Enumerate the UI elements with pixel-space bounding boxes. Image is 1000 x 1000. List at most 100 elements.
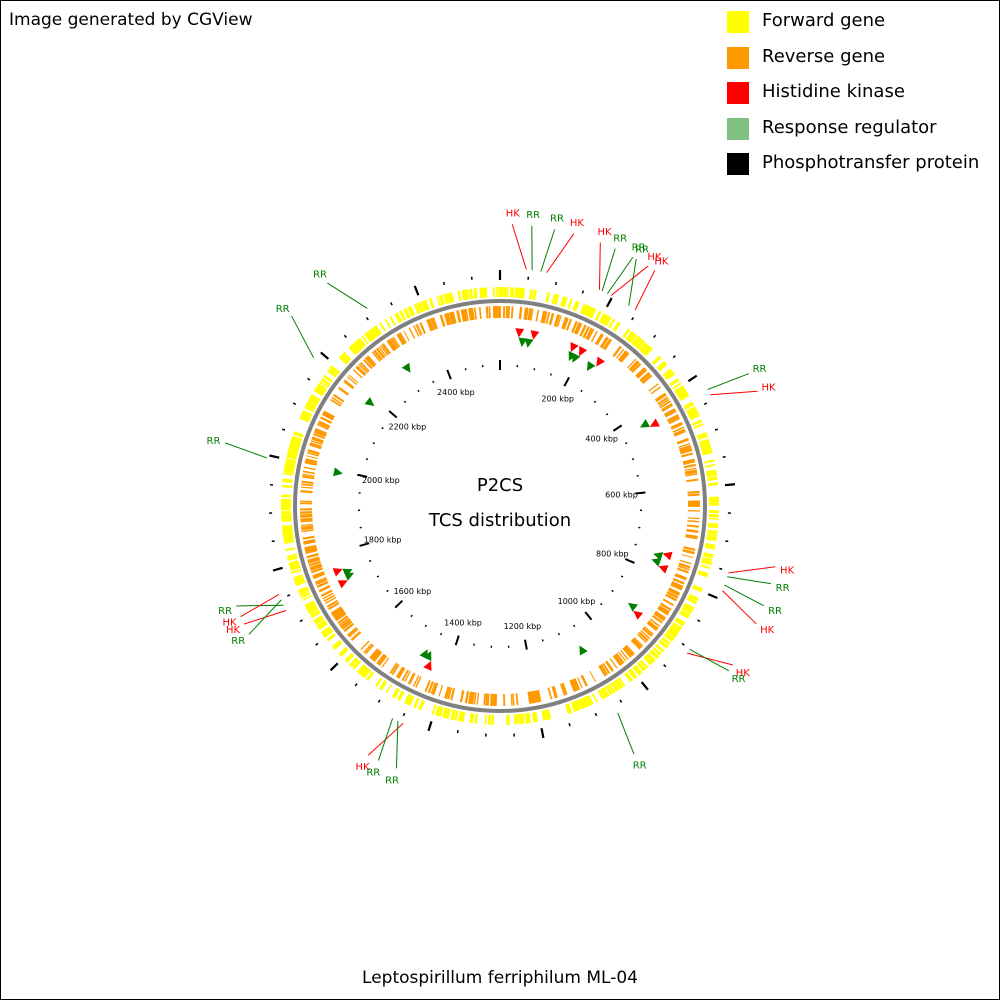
reverse-gene-mark xyxy=(303,540,316,545)
reverse-gene-mark xyxy=(322,412,334,420)
reverse-gene-mark xyxy=(365,357,375,368)
callout-line xyxy=(634,270,656,311)
reverse-gene-mark xyxy=(317,582,329,589)
reverse-gene-mark xyxy=(618,350,628,362)
reverse-gene-mark xyxy=(416,323,423,336)
reverse-gene-mark xyxy=(580,325,587,337)
reverse-gene-mark xyxy=(324,596,337,605)
forward-gene-mark xyxy=(389,316,397,326)
outer-tick xyxy=(307,377,311,381)
reverse-gene-mark xyxy=(654,392,666,401)
reverse-gene-mark xyxy=(639,371,651,382)
forward-gene-mark xyxy=(459,711,464,722)
reverse-gene-mark xyxy=(534,690,539,703)
forward-gene-mark xyxy=(652,647,662,656)
reverse-gene-mark xyxy=(681,554,694,559)
forward-gene-mark xyxy=(404,693,411,704)
forward-gene-mark xyxy=(348,346,358,356)
reverse-gene-mark xyxy=(687,517,700,520)
reverse-gene-mark xyxy=(300,486,313,489)
forward-gene-mark xyxy=(518,713,523,725)
hk-label: HK xyxy=(598,227,613,238)
reverse-gene-mark xyxy=(471,692,475,705)
forward-gene-mark xyxy=(299,589,310,596)
reverse-gene-mark xyxy=(392,664,400,676)
reverse-gene-mark xyxy=(445,686,450,699)
forward-gene-mark xyxy=(394,312,403,323)
forward-gene-mark xyxy=(281,524,293,529)
forward-gene-mark xyxy=(560,296,566,307)
hk-label: HK xyxy=(570,218,585,229)
reverse-gene-mark xyxy=(338,617,350,626)
forward-gene-mark xyxy=(392,688,401,699)
scale-tick xyxy=(593,400,597,404)
reverse-gene-mark xyxy=(603,338,613,351)
reverse-gene-mark xyxy=(582,326,590,338)
outer-tick xyxy=(427,721,433,732)
reverse-gene-mark xyxy=(315,427,327,434)
reverse-gene-mark xyxy=(642,627,653,637)
forward-gene-mark xyxy=(700,564,711,570)
reverse-gene-mark xyxy=(386,340,395,352)
forward-gene-mark xyxy=(668,626,679,636)
tcs-markers xyxy=(332,328,673,671)
reverse-gene-mark xyxy=(667,415,680,423)
reverse-gene-mark xyxy=(447,687,453,700)
forward-gene-mark xyxy=(551,293,558,305)
scale-tick xyxy=(611,589,614,593)
forward-gene-mark xyxy=(293,576,304,582)
scale-tick xyxy=(410,614,413,618)
reverse-gene-mark xyxy=(527,308,532,321)
hk-marker xyxy=(658,565,669,574)
reverse-gene-mark xyxy=(369,648,379,659)
forward-gene-mark xyxy=(484,287,488,298)
outer-tick xyxy=(413,285,420,296)
scale-tick xyxy=(605,413,609,416)
reverse-gene-mark xyxy=(672,577,685,585)
reverse-gene-mark xyxy=(460,309,466,322)
hk-label: HK xyxy=(506,208,521,219)
forward-gene-mark xyxy=(687,410,698,417)
reverse-gene-mark xyxy=(360,640,370,651)
reverse-gene-mark xyxy=(301,525,314,529)
outer-tick xyxy=(640,681,649,691)
forward-gene-mark xyxy=(706,469,717,474)
rr-label: RR xyxy=(276,304,290,315)
callout-line xyxy=(617,712,635,755)
reverse-gene-mark xyxy=(333,394,345,403)
reverse-gene-mark xyxy=(307,556,320,562)
forward-gene-mark xyxy=(363,332,373,343)
reverse-gene-mark xyxy=(376,654,386,665)
forward-gene-mark xyxy=(316,619,327,629)
reverse-gene-mark xyxy=(668,587,681,596)
reverse-gene-mark xyxy=(305,458,318,464)
forward-gene-mark xyxy=(446,293,451,304)
hk-label: HK xyxy=(736,668,751,679)
forward-gene-mark xyxy=(701,560,712,565)
reverse-gene-mark xyxy=(371,650,381,661)
forward-gene-mark xyxy=(442,707,448,719)
forward-gene-mark xyxy=(338,647,349,657)
forward-gene-mark xyxy=(670,624,681,633)
forward-gene-mark xyxy=(286,554,297,558)
forward-gene-mark xyxy=(532,289,537,300)
reverse-gene-mark xyxy=(451,311,456,324)
reverse-gene-mark xyxy=(438,684,444,697)
reverse-gene-mark xyxy=(313,433,325,440)
forward-gene-mark xyxy=(607,683,616,694)
outer-tick xyxy=(714,428,719,431)
reverse-gene-mark xyxy=(431,682,439,695)
forward-gene-mark xyxy=(702,553,714,559)
reverse-gene-mark xyxy=(598,665,607,677)
reverse-gene-mark xyxy=(307,449,320,454)
reverse-gene-mark xyxy=(308,559,320,564)
forward-gene-mark xyxy=(664,632,675,641)
forward-gene-mark xyxy=(468,288,473,300)
reverse-gene-mark xyxy=(443,313,450,326)
reverse-gene-mark xyxy=(615,348,625,359)
organism-title: Leptospirillum ferriphilum ML-04 xyxy=(362,968,638,988)
forward-gene-mark xyxy=(541,710,547,721)
legend-swatch-phosphotransfer-protein xyxy=(727,153,749,175)
forward-gene-mark xyxy=(554,294,559,305)
forward-gene-mark xyxy=(679,611,689,619)
